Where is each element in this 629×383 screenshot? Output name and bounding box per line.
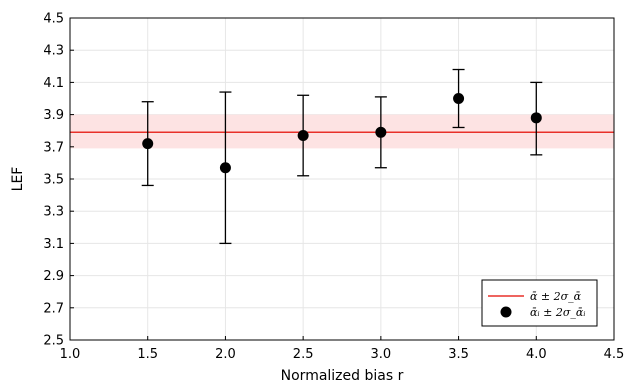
y-tick-label: 3.7 bbox=[43, 140, 64, 155]
y-ticks: 2.5 2.7 2.9 3.1 3.3 3.5 3.7 3.9 4.1 4.3 4.5 bbox=[43, 12, 74, 349]
x-tick-label: 3.0 bbox=[371, 347, 392, 362]
data-point bbox=[297, 130, 309, 142]
x-tick-label: 2.0 bbox=[215, 347, 236, 362]
x-tick-label: 4.0 bbox=[526, 347, 547, 362]
mean-band bbox=[70, 114, 614, 149]
y-tick-label: 3.9 bbox=[43, 108, 64, 123]
y-tick-label: 4.5 bbox=[43, 12, 64, 27]
x-tick-label: 1.5 bbox=[137, 347, 158, 362]
y-axis-label: LEF bbox=[10, 167, 26, 192]
data-point bbox=[375, 126, 387, 138]
y-tick-label: 4.3 bbox=[43, 44, 64, 59]
legend-dot-swatch bbox=[500, 306, 512, 318]
x-tick-label: 4.5 bbox=[604, 347, 625, 362]
legend-label-mean: ᾱ ± 2σ_ᾱ bbox=[530, 290, 582, 303]
y-tick-label: 3.5 bbox=[43, 173, 64, 188]
legend-label-points: ᾱᵢ ± 2σ_ᾱᵢ bbox=[530, 306, 586, 319]
y-tick-label: 3.3 bbox=[43, 205, 64, 220]
y-tick-label: 2.5 bbox=[43, 334, 64, 349]
data-point bbox=[453, 93, 465, 104]
x-tick-label: 1.0 bbox=[60, 347, 81, 362]
x-tick-label: 3.5 bbox=[448, 347, 469, 362]
x-axis-label: Normalized bias r bbox=[281, 368, 404, 383]
y-tick-label: 4.1 bbox=[43, 76, 64, 91]
legend-box bbox=[481, 279, 598, 327]
x-tick-label: 2.5 bbox=[293, 347, 314, 362]
x-ticks: 1.0 1.5 2.0 2.5 3.0 3.5 4.0 4.5 bbox=[60, 336, 625, 362]
y-tick-label: 2.9 bbox=[43, 269, 64, 284]
y-tick-label: 3.1 bbox=[43, 237, 64, 252]
error-bars bbox=[141, 68, 543, 245]
data-point bbox=[142, 138, 154, 150]
data-points bbox=[142, 93, 542, 174]
data-point bbox=[219, 162, 231, 174]
legend: ᾱ ± 2σ_ᾱ ᾱᵢ ± 2σ_ᾱᵢ bbox=[481, 279, 598, 327]
y-tick-label: 2.7 bbox=[43, 301, 64, 316]
data-point bbox=[530, 112, 542, 124]
